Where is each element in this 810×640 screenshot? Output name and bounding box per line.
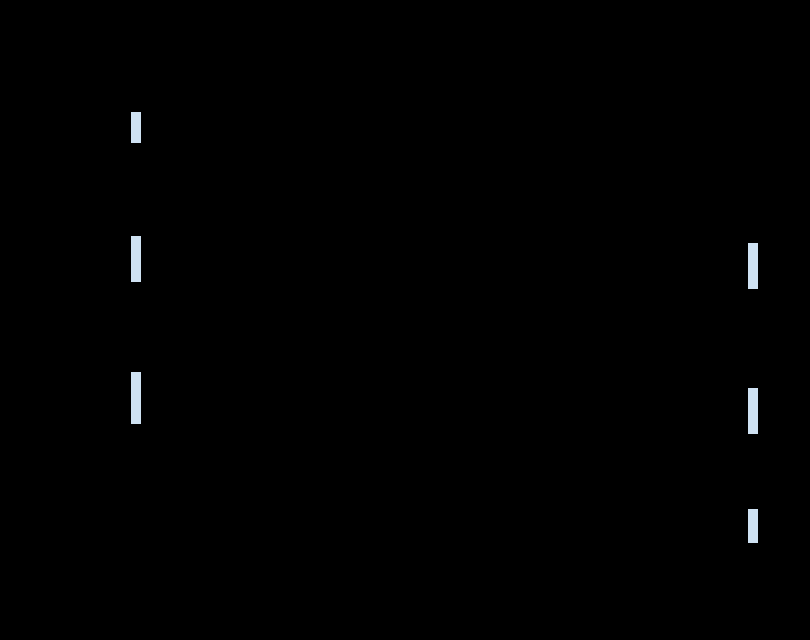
bar-left-mid: [130, 235, 142, 283]
bar-right-top: [747, 242, 759, 290]
figure: [0, 0, 810, 640]
bar-right-mid: [747, 387, 759, 435]
bar-left-bot: [130, 371, 142, 425]
bar-left-top: [130, 111, 142, 144]
bar-right-bot: [747, 508, 759, 544]
